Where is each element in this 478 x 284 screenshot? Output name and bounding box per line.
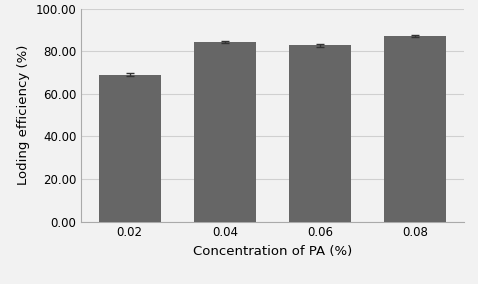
Bar (98, 74, 161, 222)
Y-axis label: Loding efficiency (%): Loding efficiency (%) (17, 45, 30, 185)
Bar (289, 45, 351, 222)
X-axis label: Concentration of PA (%): Concentration of PA (%) (193, 245, 352, 258)
Bar (384, 36, 446, 222)
Bar (194, 42, 256, 222)
